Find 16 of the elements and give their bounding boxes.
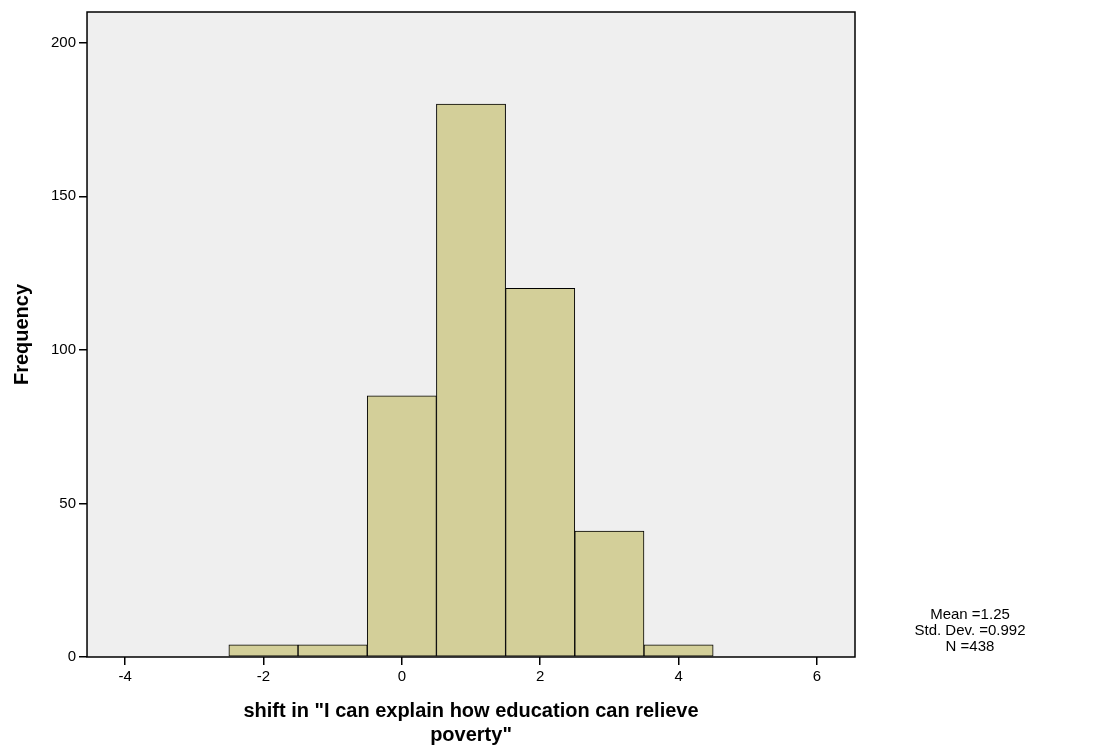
x-tick-label: 4 — [674, 667, 683, 685]
text: N =438 — [944, 637, 996, 654]
x-tick-label: 0 — [397, 667, 406, 685]
x-axis-title: shift in "I can explain how education can relieve poverty" — [243, 698, 699, 745]
x-tick-label: 6 — [812, 667, 822, 685]
y-tick-label: 100 — [51, 340, 77, 357]
y-tick-label: 50 — [59, 493, 77, 511]
y-tick-label: 150 — [51, 186, 77, 204]
y-tick-label: 200 — [51, 32, 77, 50]
text: Mean =1.25 — [929, 605, 1011, 622]
text: Std. Dev. =0.992 — [913, 621, 1027, 638]
y-axis-title: Frequency — [9, 283, 32, 386]
x-tick-label: -2 — [256, 667, 271, 685]
x-tick-label: 2 — [536, 667, 545, 685]
y-tick-label: 0 — [67, 647, 77, 665]
x-tick-label: -4 — [118, 667, 132, 685]
